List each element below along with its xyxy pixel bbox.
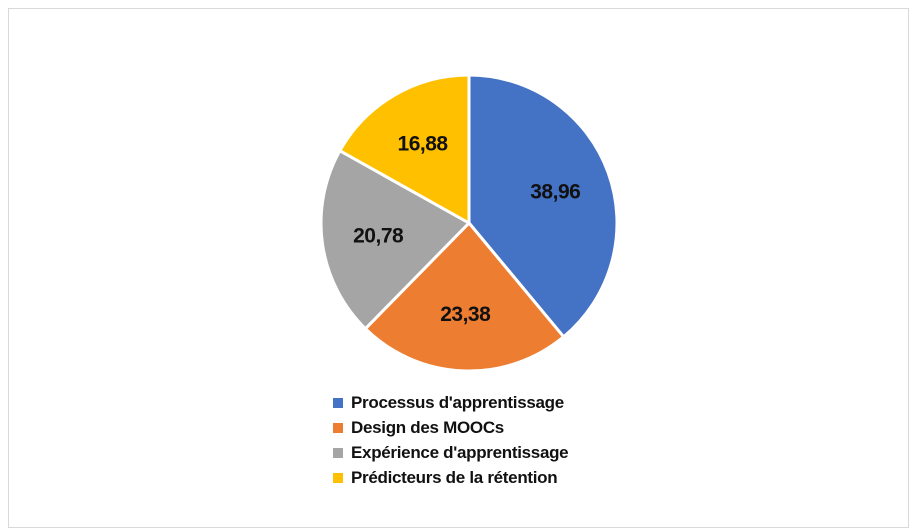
legend-item: Expérience d'apprentissage	[333, 442, 569, 464]
pie-slice	[319, 149, 471, 331]
legend-swatch	[333, 448, 343, 458]
pie-slice	[338, 73, 471, 225]
legend-item: Processus d'apprentissage	[333, 392, 568, 414]
legend: Processus d'apprentissage Design des MOOC…	[333, 392, 569, 489]
legend-swatch	[333, 473, 343, 483]
pie-slice	[467, 73, 619, 339]
legend-swatch	[333, 398, 343, 408]
legend-swatch	[333, 423, 343, 433]
pie-chart: 38,96 23,38 20,78 16,88	[319, 73, 619, 373]
pie-slices	[319, 73, 619, 373]
legend-item: Design des MOOCs	[333, 417, 568, 439]
data-label: 16,88	[398, 132, 449, 155]
legend-item: Prédicteurs de la rétention	[333, 467, 568, 489]
legend-label: Prédicteurs de la rétention	[351, 468, 558, 487]
data-label: 38,96	[530, 180, 580, 203]
data-label: 23,38	[440, 303, 491, 326]
legend-label: Expérience d'apprentissage	[351, 443, 569, 462]
pie-data-labels: 38,96 23,38 20,78 16,88	[353, 132, 581, 326]
legend-label: Processus d'apprentissage	[351, 393, 564, 412]
legend-label: Design des MOOCs	[351, 418, 504, 437]
data-label: 20,78	[353, 225, 404, 248]
pie-slice	[363, 221, 566, 373]
